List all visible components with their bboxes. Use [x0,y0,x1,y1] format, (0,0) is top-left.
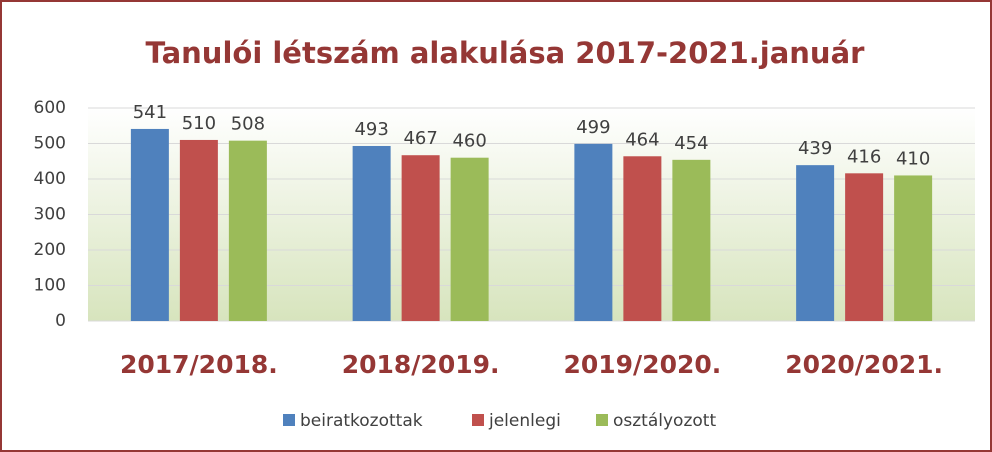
bar [672,159,711,321]
bar [845,173,884,321]
bar [623,156,662,321]
value-label: 499 [576,117,610,138]
y-tick-label: 200 [34,240,66,260]
legend-label: osztályozott [613,411,716,431]
x-tick-label: 2018/2019. [342,350,500,379]
bar [352,145,391,321]
bar [401,155,440,321]
y-tick-label: 300 [34,205,66,225]
value-label: 508 [231,114,265,135]
legend-swatch [283,414,295,426]
bar [450,157,489,321]
legend-swatch [596,414,608,426]
y-tick-label: 400 [34,169,66,189]
bar [574,143,613,321]
y-tick-label: 600 [34,98,66,118]
value-label: 510 [182,113,216,134]
bar [179,139,218,321]
x-tick-label: 2020/2021. [785,350,943,379]
value-label: 410 [896,148,930,169]
bar [894,175,933,321]
legend-label: jelenlegi [488,411,561,431]
bar [228,140,267,321]
y-tick-label: 100 [34,276,66,296]
chart-title: Tanulói létszám alakulása 2017-2021.janu… [146,36,866,70]
y-tick-label: 0 [55,311,66,331]
value-label: 416 [847,146,881,167]
value-label: 467 [403,128,437,149]
bar [796,165,835,321]
legend-swatch [472,414,484,426]
legend-label: beiratkozottak [300,411,423,431]
x-tick-label: 2019/2020. [563,350,721,379]
value-label: 454 [674,133,708,154]
bar [130,128,169,321]
value-label: 541 [133,102,167,123]
value-label: 460 [452,131,486,152]
value-label: 493 [354,119,388,140]
y-tick-label: 500 [34,134,66,154]
value-label: 439 [798,138,832,159]
value-label: 464 [625,129,659,150]
x-tick-label: 2017/2018. [120,350,278,379]
